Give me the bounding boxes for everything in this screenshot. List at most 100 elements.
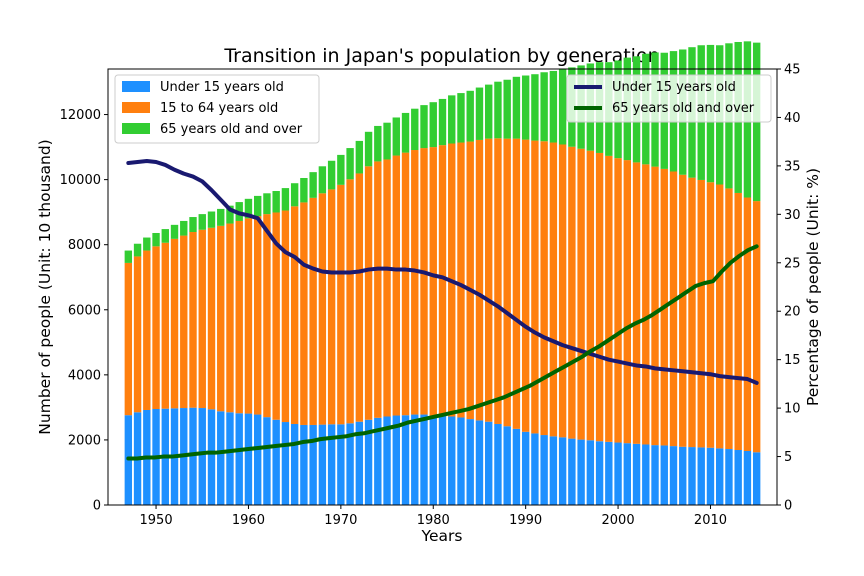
bar-15to64-1949 [143,250,151,410]
plot-frame [107,68,778,506]
bar-under15-1998 [595,441,604,505]
bar-15to64-1959 [235,220,243,414]
bar-65over-1965 [290,183,299,207]
x-tick-label: 1950 [140,513,173,528]
bar-under15-1996 [577,439,585,505]
bar-65over-1963 [272,191,280,213]
bar-15to64-1983 [457,142,465,418]
bar-15to64-1995 [568,146,576,439]
y2-tick-label: 10 [784,402,801,417]
bar-15to64-2010 [706,182,715,448]
y2-tick-label: 35 [784,159,801,174]
bar-15to64-1966 [300,202,308,425]
bar-under15-1965 [290,423,299,505]
bar-under15-2012 [725,449,733,505]
bar-15to64-1973 [364,166,373,420]
bar-15to64-1947 [124,262,133,416]
bar-under15-1976 [392,415,400,505]
bar-legend-swatch-15to64 [122,102,150,113]
bar-under15-1960 [244,413,253,505]
bar-under15-2015 [752,452,761,505]
bar-15to64-1948 [133,256,142,413]
bar-under15-1968 [318,424,327,505]
bar-under15-1981 [438,415,447,505]
y2-tick-label: 45 [784,63,801,78]
bar-15to64-1977 [401,152,410,416]
bar-under15-1974 [374,417,382,505]
bar-under15-2014 [743,450,752,505]
line-under15 [126,159,759,385]
y-axis-label: Number of people (Unit: 10 thousand) [36,139,54,434]
bar-15to64-1972 [355,173,364,422]
x-tick-label: 2010 [694,513,727,528]
bar-65over-1962 [263,193,271,215]
bar-15to64-1998 [595,152,604,442]
bar-15to64-1992 [540,141,548,436]
y-axis-right: 0 5 10 15 20 25 30 35 40 45 [777,63,801,514]
bar-under15-2001 [623,443,631,505]
bar-15to64-2004 [651,166,659,446]
bar-under15-1978 [411,414,419,505]
line-legend-label-65over: 65 years old and over [612,101,755,116]
bar-65over-1984 [466,90,474,142]
bar-under15-2002 [632,443,641,505]
bar-15to64-2001 [623,160,631,444]
bar-15to64-1974 [374,161,382,418]
bar-15to64-1955 [198,229,206,409]
bar-under15-2003 [642,444,650,505]
bar-under15-2011 [716,448,724,505]
bar-65over-1966 [300,178,308,203]
y2-tick-label: 0 [784,499,792,514]
bar-65over-1988 [503,79,511,139]
bar-65over-1976 [392,117,400,156]
bar-15to64-1964 [281,210,290,423]
y2-tick-label: 20 [784,305,801,320]
bar-under15-1964 [281,422,290,505]
bar-under15-1967 [309,424,317,505]
bar-15to64-2003 [642,164,650,445]
bar-65over-1967 [309,172,317,198]
bar-65over-1955 [198,214,206,230]
bar-under15-2010 [706,447,715,505]
bar-15to64-1985 [475,139,484,421]
bar-65over-1947 [124,250,133,263]
bar-65over-1993 [549,70,558,143]
y-tick-label: 6000 [68,303,101,318]
bar-65over-1989 [512,76,521,139]
bar-15to64-2008 [688,177,696,448]
bar-15to64-2002 [632,162,641,444]
bar-15to64-1960 [244,218,253,414]
bar-65over-1973 [364,131,373,167]
bar-15to64-1980 [429,147,437,416]
x-axis: 1950 1960 1970 1980 1990 2000 2010 [140,505,727,528]
bar-15to64-1994 [558,144,567,438]
bar-15to64-1963 [272,212,280,420]
bar-under15-1988 [503,426,511,505]
bar-15to64-1961 [254,216,262,415]
x-tick-label: 1980 [417,513,450,528]
bar-65over-1954 [189,217,197,233]
bar-65over-1992 [540,72,548,142]
bar-15to64-1999 [605,155,613,442]
bar-under15-1963 [272,419,280,505]
bar-under15-1969 [327,424,336,505]
bar-15to64-1953 [180,235,188,409]
y2-tick-label: 30 [784,208,801,223]
bar-65over-1952 [170,224,179,239]
bar-under15-2005 [660,445,668,505]
bar-under15-1977 [401,415,410,505]
bar-under15-2008 [688,447,696,505]
y-tick-label: 12000 [60,108,101,123]
bar-under15-1956 [207,409,216,505]
bar-65over-1961 [254,195,262,217]
bar-65over-1950 [152,232,160,247]
bar-under15-1979 [420,414,428,505]
bar-under15-1992 [540,435,548,505]
bar-65over-1960 [244,198,253,219]
line-65over [126,244,759,461]
bar-15to64-2015 [752,201,761,453]
x-tick-label: 1970 [324,513,357,528]
bar-under15-2006 [669,446,678,505]
line-legend: Under 15 years old 65 years old and over [566,74,772,123]
